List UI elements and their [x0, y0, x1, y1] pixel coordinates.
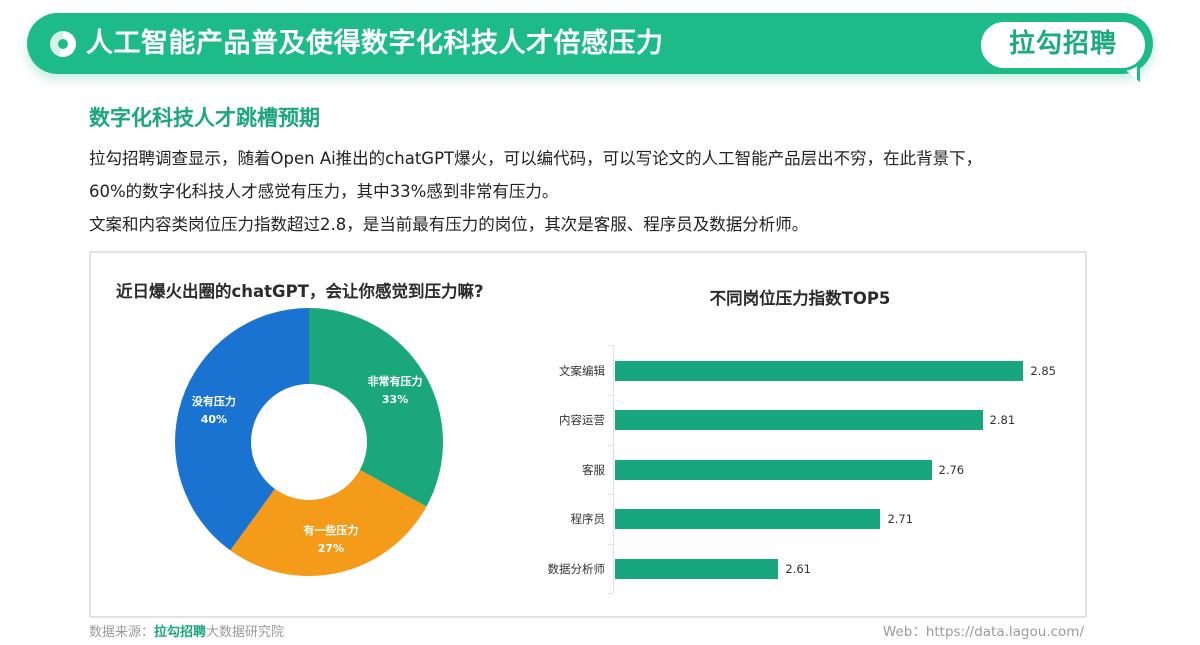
brand-logo-bubble — [978, 19, 1148, 71]
website-link[interactable]: Web：https://data.lagou.com/ — [882, 624, 1084, 640]
donut-slice-label: 非常有压力 33% — [367, 375, 423, 407]
axis-tick — [608, 395, 613, 396]
axis-tick — [608, 494, 613, 495]
donut-chart-title: 近日爆火出圈的chatGPT，会让你感觉到压力嘛? — [116, 282, 484, 301]
bar-category-label: 数据分析师 — [547, 562, 606, 576]
paragraph-1: 拉勾招聘调查显示，随着Open Ai推出的chatGPT爆火，可以编代码，可以写… — [89, 149, 983, 168]
bar-value-label: 2.71 — [887, 512, 914, 526]
source-suffix: 大数据研究院 — [206, 625, 285, 640]
bar — [615, 410, 983, 430]
donut-slice-label: 有一些压力 27% — [303, 523, 359, 555]
bar-category-label: 文案编辑 — [559, 364, 605, 378]
bar — [615, 559, 779, 579]
bar-chart-axis — [613, 345, 614, 593]
page-title: 人工智能产品普及使得数字化科技人才倍感压力 — [86, 28, 664, 59]
bar-row: 数据分析师 2.61 — [500, 559, 1080, 579]
paragraph-3: 文案和内容类岗位压力指数超过2.8，是当前最有压力的岗位，其次是客服、程序员及数… — [89, 215, 809, 234]
axis-tick — [608, 445, 613, 446]
bar-value-label: 2.61 — [785, 562, 811, 576]
data-source: 数据来源：拉勾招聘大数据研究院 — [89, 621, 284, 640]
chart-panel — [89, 251, 1087, 618]
bar-row: 程序员 2.71 — [500, 509, 1080, 529]
brand-logo-text: 拉勾招聘 — [1008, 29, 1117, 59]
donut-chart — [175, 308, 443, 576]
axis-tick — [608, 345, 613, 346]
header-banner — [27, 13, 1153, 74]
bar-row: 客服 2.76 — [500, 460, 1080, 480]
axis-tick — [608, 593, 613, 594]
donut-slice-label: 没有压力 40% — [191, 395, 236, 427]
bar-category-label: 客服 — [582, 463, 605, 477]
ring-logo-icon — [50, 31, 76, 57]
bar-value-label: 2.81 — [989, 413, 1016, 427]
axis-tick — [608, 544, 613, 545]
bar — [615, 361, 1024, 381]
bar-value-label: 2.85 — [1030, 364, 1056, 378]
section-title: 数字化科技人才跳槽预期 — [89, 106, 320, 130]
paragraph-2: 60%的数字化科技人才感觉有压力，其中33%感到非常有压力。 — [89, 182, 559, 201]
donut-slice — [309, 308, 443, 507]
bar-category-label: 内容运营 — [559, 413, 605, 427]
source-brand: 拉勾招聘 — [154, 625, 207, 640]
bar-value-label: 2.76 — [938, 463, 965, 477]
bar-category-label: 程序员 — [570, 512, 606, 526]
bar — [615, 509, 881, 529]
bar — [615, 460, 932, 480]
bar-row: 内容运营 2.81 — [500, 410, 1080, 430]
bar-chart-title: 不同岗位压力指数TOP5 — [709, 289, 891, 308]
donut-slice — [230, 469, 427, 576]
source-prefix: 数据来源： — [89, 625, 155, 640]
donut-slice — [175, 308, 309, 551]
bar-row: 文案编辑 2.85 — [500, 361, 1080, 381]
